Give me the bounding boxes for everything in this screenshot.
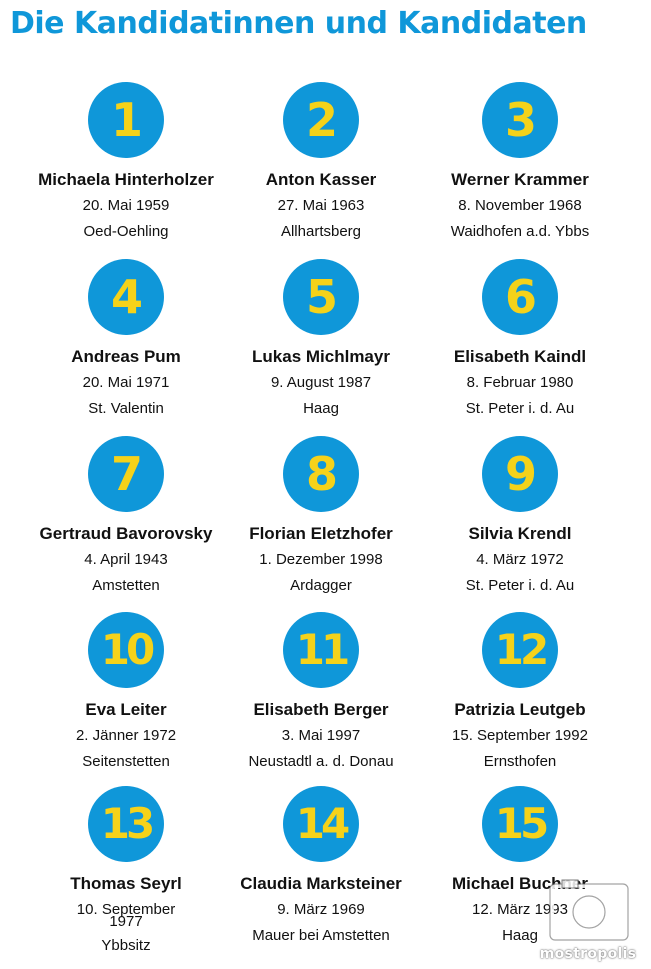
candidate-birthdate: 9. März 1969 <box>277 901 365 918</box>
camera-icon <box>549 879 629 941</box>
candidate-place: Mauer bei Amstetten <box>252 927 390 944</box>
candidate-birthdate: 8. November 1968 <box>458 197 582 214</box>
candidate-card-2: 2 Anton Kasser 27. Mai 1963 Allhartsberg <box>216 82 426 242</box>
candidate-number: 1 <box>110 93 143 147</box>
candidate-card-1: 1 Michaela Hinterholzer 20. Mai 1959 Oed… <box>21 82 231 242</box>
candidate-name: Eva Leiter <box>85 700 167 719</box>
candidate-number: 8 <box>305 447 338 501</box>
number-badge: 9 <box>482 436 558 512</box>
candidate-name: Werner Krammer <box>451 170 589 189</box>
candidate-number: 11 <box>295 625 350 674</box>
watermark: mostropolis <box>532 874 644 962</box>
candidate-place: Ernsthofen <box>483 753 557 770</box>
number-badge: 6 <box>482 259 558 335</box>
candidate-card-9: 9 Silvia Krendl 4. März 1972 St. Peter i… <box>415 436 625 596</box>
candidate-card-7: 7 Gertraud Bavorovsky 4. April 1943 Amst… <box>21 436 231 596</box>
candidate-name: Elisabeth Berger <box>253 700 389 719</box>
number-badge: 15 <box>482 786 558 862</box>
candidate-card-5: 5 Lukas Michlmayr 9. August 1987 Haag <box>216 259 426 419</box>
candidate-place: Oed-Oehling <box>83 223 169 240</box>
candidate-number: 5 <box>305 270 338 324</box>
candidate-birthdate-year: 1977 <box>109 913 143 930</box>
candidate-number: 9 <box>504 447 537 501</box>
number-badge: 2 <box>283 82 359 158</box>
candidate-card-13: 13 Thomas Seyrl 10. September 1977 Ybbsi… <box>21 786 231 956</box>
candidate-number: 12 <box>494 625 549 674</box>
candidate-place: Haag <box>303 400 339 417</box>
number-badge: 13 <box>88 786 164 862</box>
candidate-card-3: 3 Werner Krammer 8. November 1968 Waidho… <box>415 82 625 242</box>
page-title: Die Kandidatinnen und Kandidaten <box>10 6 587 41</box>
candidate-card-10: 10 Eva Leiter 2. Jänner 1972 Seitenstett… <box>21 612 231 772</box>
number-badge: 1 <box>88 82 164 158</box>
candidate-number: 7 <box>110 447 143 501</box>
candidate-number: 15 <box>494 799 549 848</box>
number-badge: 4 <box>88 259 164 335</box>
candidate-card-4: 4 Andreas Pum 20. Mai 1971 St. Valentin <box>21 259 231 419</box>
candidate-place: Neustadtl a. d. Donau <box>248 753 394 770</box>
candidate-birthdate-day: 10. September <box>76 901 176 918</box>
number-badge: 3 <box>482 82 558 158</box>
candidate-card-6: 6 Elisabeth Kaindl 8. Februar 1980 St. P… <box>415 259 625 419</box>
candidate-birthdate: 15. September 1992 <box>452 727 588 744</box>
candidate-number: 2 <box>305 93 338 147</box>
candidate-place: Amstetten <box>92 577 160 594</box>
candidate-birthdate: 10. September 1977 <box>21 900 231 932</box>
candidate-place: St. Valentin <box>88 400 164 417</box>
number-badge: 14 <box>283 786 359 862</box>
candidate-place: Allhartsberg <box>280 223 362 240</box>
number-badge: 10 <box>88 612 164 688</box>
candidate-name: Claudia Marksteiner <box>240 874 402 893</box>
candidate-name: Anton Kasser <box>265 170 377 189</box>
candidate-place: St. Peter i. d. Au <box>465 577 575 594</box>
candidate-birthdate: 8. Februar 1980 <box>466 374 574 391</box>
candidate-name: Thomas Seyrl <box>70 874 182 893</box>
candidate-birthdate: 4. April 1943 <box>84 551 168 568</box>
candidate-name: Gertraud Bavorovsky <box>39 524 213 543</box>
candidate-number: 10 <box>100 625 155 674</box>
candidate-birthdate: 20. Mai 1971 <box>82 374 170 391</box>
candidate-birthdate: 1. Dezember 1998 <box>259 551 383 568</box>
candidate-birthdate: 9. August 1987 <box>270 374 372 391</box>
number-badge: 11 <box>283 612 359 688</box>
candidate-birthdate: 27. Mai 1963 <box>277 197 365 214</box>
candidate-name: Silvia Krendl <box>468 524 572 543</box>
candidate-number: 13 <box>100 799 155 848</box>
candidate-card-14: 14 Claudia Marksteiner 9. März 1969 Maue… <box>216 786 426 946</box>
number-badge: 12 <box>482 612 558 688</box>
number-badge: 5 <box>283 259 359 335</box>
candidate-place: Ybbsitz <box>101 937 151 954</box>
candidate-name: Florian Eletzhofer <box>249 524 393 543</box>
candidate-name: Elisabeth Kaindl <box>453 347 587 366</box>
candidate-number: 6 <box>504 270 537 324</box>
candidate-place: Seitenstetten <box>82 753 170 770</box>
candidate-card-12: 12 Patrizia Leutgeb 15. September 1992 E… <box>415 612 625 772</box>
candidate-card-8: 8 Florian Eletzhofer 1. Dezember 1998 Ar… <box>216 436 426 596</box>
candidate-name: Michaela Hinterholzer <box>38 170 214 189</box>
candidate-place: Ardagger <box>290 577 352 594</box>
candidate-birthdate: 3. Mai 1997 <box>281 727 361 744</box>
watermark-text: mostropolis <box>539 946 637 962</box>
candidate-number: 3 <box>504 93 537 147</box>
candidate-birthdate: 20. Mai 1959 <box>82 197 170 214</box>
candidate-birthdate: 12. März 1993 <box>472 901 568 918</box>
candidate-name: Lukas Michlmayr <box>252 347 390 366</box>
candidate-card-15: 15 Michael Buchner 12. März 1993 Haag <box>415 786 625 946</box>
candidate-place: Haag <box>502 927 538 944</box>
candidate-number: 14 <box>295 799 350 848</box>
candidate-birthdate: 4. März 1972 <box>476 551 564 568</box>
number-badge: 8 <box>283 436 359 512</box>
candidate-number: 4 <box>110 270 143 324</box>
candidate-name: Andreas Pum <box>71 347 181 366</box>
candidate-place: St. Peter i. d. Au <box>465 400 575 417</box>
candidate-card-11: 11 Elisabeth Berger 3. Mai 1997 Neustadt… <box>216 612 426 772</box>
candidate-name: Patrizia Leutgeb <box>454 700 586 719</box>
number-badge: 7 <box>88 436 164 512</box>
candidate-place: Waidhofen a.d. Ybbs <box>450 223 590 240</box>
candidate-birthdate: 2. Jänner 1972 <box>75 727 177 744</box>
